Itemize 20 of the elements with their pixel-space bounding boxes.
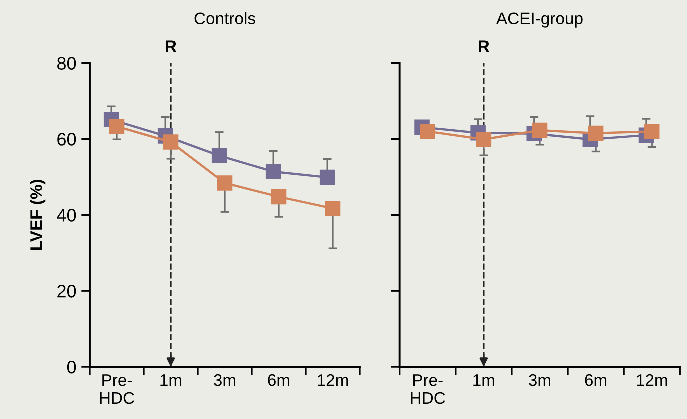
x-tick-label: 1m — [160, 374, 182, 386]
x-tick-label: 12m — [318, 374, 348, 386]
y-tick-label: 0 — [67, 360, 76, 374]
y-tick-label: 20 — [58, 285, 76, 298]
x-tick-label: 3m — [214, 374, 236, 386]
chart-title: ACEI-group — [496, 12, 583, 28]
ref-line-label: R — [479, 40, 490, 52]
y-axis-title: LVEF (%) — [30, 180, 46, 250]
y-tick-label: 60 — [58, 133, 76, 146]
x-tick-label: 3m — [529, 374, 550, 386]
y-tick-label: 80 — [58, 57, 76, 70]
y-tick-label: 40 — [57, 209, 76, 222]
x-tick-label: Pre- HDC — [100, 374, 134, 404]
x-tick-label: Pre- HDC — [411, 374, 446, 404]
chart-title: Controls — [194, 12, 256, 25]
x-tick-label: 1m — [474, 374, 494, 386]
x-tick-label: 6m — [585, 374, 607, 386]
x-tick-label: 6m — [268, 374, 290, 386]
x-tick-label: 12m — [637, 374, 668, 386]
ref-line-label: R — [166, 40, 177, 52]
